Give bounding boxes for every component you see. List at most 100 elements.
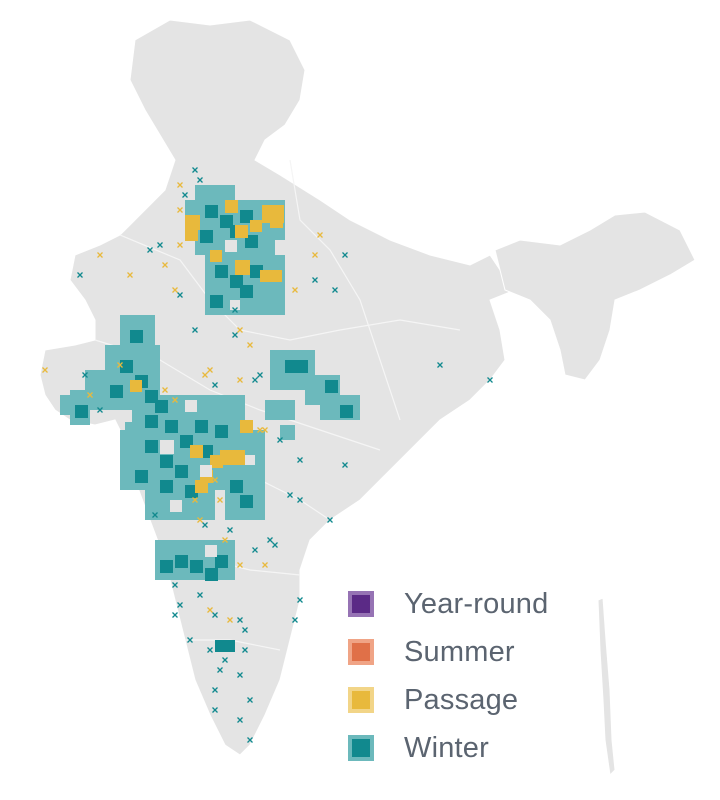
sighting-cross-icon [252,377,258,383]
sighting-cross-icon [437,362,443,368]
winter-cell [215,640,235,652]
passage-cell [235,225,248,238]
sighting-cross-icon [342,252,348,258]
sighting-cross-icon [192,167,198,173]
legend-item-passage: Passage [348,676,608,724]
winter-cell [215,555,228,568]
sighting-cross-icon [237,672,243,678]
sighting-cross-icon [217,497,223,503]
passage-cell [220,450,245,465]
sighting-cross-icon [232,307,238,313]
sighting-cross-icon [157,242,163,248]
range-gap [160,440,174,454]
range-gap [225,240,237,252]
winter-cell [285,360,298,373]
sighting-cross-icon [172,397,178,403]
sighting-cross-icon [252,547,258,553]
sighting-cross-icon [257,372,263,378]
legend-label-winter: Winter [404,731,489,764]
winter-cell [220,215,233,228]
sighting-cross-icon [42,367,48,373]
legend-label-year-round: Year-round [404,587,549,620]
sighting-cross-icon [207,647,213,653]
sighting-cross-icon [262,562,268,568]
legend-label-summer: Summer [404,635,515,668]
winter-cell [180,435,193,448]
sighting-cross-icon [162,387,168,393]
sighting-cross-icon [222,657,228,663]
winter-cell [185,485,198,498]
sighting-cross-icon [197,517,203,523]
sighting-cross-icon [312,277,318,283]
sighting-cross-icon [177,242,183,248]
sighting-cross-icon [227,617,233,623]
sighting-cross-icon [247,737,253,743]
sighting-cross-icon [247,342,253,348]
passage-cell [235,260,250,275]
sighting-cross-icon [207,367,213,373]
winter-cell [325,380,338,393]
passage-cell [195,480,208,493]
winter-cell-light [280,425,295,440]
passage-cell [225,200,238,213]
sighting-cross-icon [232,332,238,338]
winter-cell [145,440,158,453]
sighting-cross-icon [272,542,278,548]
sighting-cross-icon [292,617,298,623]
winter-cell [160,560,173,573]
sighting-cross-icon [177,292,183,298]
sighting-cross-icon [97,252,103,258]
sighting-cross-icon [152,512,158,518]
sighting-cross-icon [237,562,243,568]
sighting-cross-icon [77,272,83,278]
winter-cell [205,568,218,581]
sighting-cross-icon [292,287,298,293]
sighting-cross-icon [82,372,88,378]
sighting-cross-icon [127,272,133,278]
winter-cell [135,470,148,483]
winter-cell [240,285,253,298]
winter-cell [205,205,218,218]
winter-cell [120,360,133,373]
sighting-cross-icon [87,392,93,398]
sighting-cross-icon [207,607,213,613]
sighting-cross-icon [202,372,208,378]
sighting-cross-icon [202,522,208,528]
sighting-cross-icon [287,492,293,498]
winter-cell [110,385,123,398]
passage-cell [260,270,282,282]
sighting-cross-icon [197,177,203,183]
range-gap [120,410,132,422]
sighting-cross-icon [317,232,323,238]
winter-cell [200,230,213,243]
sighting-cross-icon [212,687,218,693]
winter-cell [240,210,253,223]
andaman-islands [597,597,616,777]
sighting-cross-icon [247,697,253,703]
sighting-cross-icon [197,592,203,598]
sighting-markers [42,167,493,743]
sighting-cross-icon [297,597,303,603]
winter-cell [175,555,188,568]
sighting-cross-icon [237,327,243,333]
passage-cell [210,250,222,262]
sighting-cross-icon [257,427,263,433]
winter-cell [190,560,203,573]
winter-cell [160,455,173,468]
northeast-india [494,211,696,381]
sighting-cross-icon [487,377,493,383]
sighting-cross-icon [237,717,243,723]
range-gap [170,500,182,512]
sighting-cross-icon [297,457,303,463]
winter-cell [230,275,243,288]
sighting-cross-icon [237,377,243,383]
range-gap [185,400,197,412]
winter-cell [130,330,143,343]
legend-swatch-passage [348,687,374,713]
sighting-cross-icon [192,497,198,503]
passage-cell [190,445,203,458]
winter-cell-light [60,395,75,415]
sighting-cross-icon [117,362,123,368]
sighting-cross-icon [212,382,218,388]
